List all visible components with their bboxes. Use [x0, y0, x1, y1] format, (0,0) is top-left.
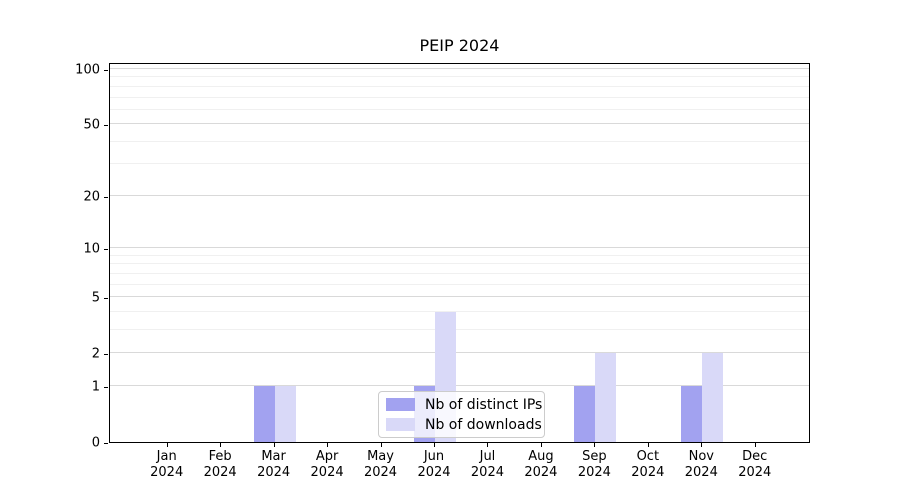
major-gridline — [110, 68, 809, 69]
x-tick-label-nov: Nov 2024 — [684, 449, 718, 480]
bar-distinct-ips-mar — [253, 386, 275, 442]
x-tick-label-oct: Oct 2024 — [631, 449, 665, 480]
y-tick-mark — [104, 443, 108, 444]
x-tick-mark — [487, 443, 489, 447]
y-tick-mark — [104, 354, 108, 356]
y-tick-label-50: 50 — [83, 117, 100, 133]
x-tick-label-may: May 2024 — [363, 449, 398, 480]
x-tick-mark — [594, 443, 596, 447]
x-tick-label-dec: Dec 2024 — [738, 449, 772, 480]
y-tick-mark — [104, 298, 108, 300]
minor-gridline — [110, 140, 809, 142]
bar-distinct-ips-sep — [574, 386, 596, 442]
x-tick-label-jun: Jun 2024 — [417, 449, 451, 480]
legend: Nb of distinct IPs Nb of downloads — [378, 391, 545, 438]
y-tick-label-1: 1 — [91, 379, 100, 395]
x-tick-label-mar: Mar 2024 — [257, 449, 291, 480]
major-gridline — [110, 296, 809, 298]
legend-entry-downloads: Nb of downloads — [386, 417, 542, 433]
plot-area: Nb of distinct IPs Nb of downloads — [109, 63, 810, 443]
x-tick-label-apr: Apr 2024 — [310, 449, 344, 480]
x-tick-mark — [273, 443, 275, 447]
y-tick-mark — [104, 70, 108, 71]
minor-gridline — [110, 85, 809, 87]
major-gridline — [110, 247, 809, 249]
bar-distinct-ips-nov — [681, 386, 703, 442]
x-tick-mark — [380, 443, 382, 447]
x-tick-label-jan: Jan 2024 — [150, 449, 184, 480]
x-tick-label-feb: Feb 2024 — [203, 449, 237, 480]
minor-gridline — [110, 272, 809, 274]
x-tick-label-jul: Jul 2024 — [470, 449, 504, 480]
legend-swatch-distinct-ips — [386, 398, 415, 411]
x-tick-label-aug: Aug 2024 — [524, 449, 558, 480]
y-tick-mark — [104, 386, 108, 388]
bar-downloads-mar — [274, 386, 296, 442]
legend-swatch-downloads — [386, 418, 415, 431]
minor-gridline — [110, 310, 809, 312]
x-tick-mark — [540, 443, 542, 447]
x-tick-label-sep: Sep 2024 — [577, 449, 611, 480]
major-gridline — [110, 194, 809, 196]
legend-entry-distinct-ips: Nb of distinct IPs — [386, 397, 542, 413]
y-tick-label-5: 5 — [91, 290, 100, 306]
major-gridline — [110, 123, 809, 125]
minor-gridline — [110, 328, 809, 330]
x-tick-mark — [701, 443, 703, 447]
minor-gridline — [110, 163, 809, 165]
y-tick-mark — [104, 249, 108, 251]
chart-title: PEIP 2024 — [419, 36, 500, 55]
bar-downloads-nov — [702, 353, 724, 442]
y-tick-label-10: 10 — [83, 241, 100, 257]
bar-downloads-sep — [595, 353, 617, 442]
minor-gridline — [110, 283, 809, 285]
major-gridline — [110, 352, 809, 354]
minor-gridline — [110, 96, 809, 98]
minor-gridline — [110, 263, 809, 265]
y-tick-label-20: 20 — [83, 189, 100, 205]
y-tick-mark — [104, 196, 108, 198]
x-tick-mark — [166, 443, 168, 447]
minor-gridline — [110, 108, 809, 110]
legend-label-distinct-ips: Nb of distinct IPs — [425, 396, 543, 413]
y-tick-label-0: 0 — [91, 435, 100, 451]
major-gridline — [110, 384, 809, 386]
x-tick-mark — [220, 443, 222, 447]
legend-label-downloads: Nb of downloads — [425, 416, 542, 433]
x-tick-mark — [434, 443, 435, 447]
x-tick-mark — [327, 443, 329, 447]
x-tick-mark — [647, 443, 649, 447]
y-tick-mark — [104, 125, 108, 127]
y-tick-label-2: 2 — [91, 346, 100, 362]
minor-gridline — [110, 254, 809, 256]
minor-gridline — [110, 76, 809, 78]
x-tick-mark — [754, 443, 756, 447]
y-tick-label-100: 100 — [75, 62, 100, 78]
